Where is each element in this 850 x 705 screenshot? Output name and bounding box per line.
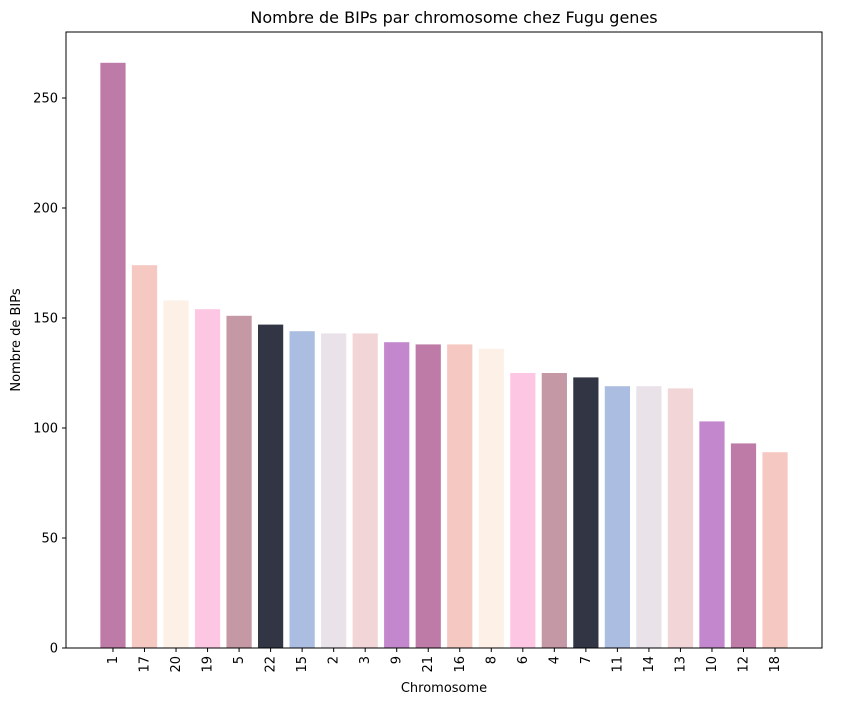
bar-chromosome-1 [100,62,126,649]
x-tick-label: 5 [232,656,247,664]
bar-chromosome-11 [604,386,631,648]
chart-title: Nombre de BIPs par chromosome chez Fugu … [250,8,657,27]
x-tick-label: 13 [673,656,688,673]
x-tick-label: 22 [264,656,279,673]
bar-chromosome-4 [541,373,567,648]
x-tick-label: 11 [610,656,625,673]
x-tick-label: 9 [390,656,405,664]
bar-chromosome-2 [321,333,347,648]
y-tick-label: 150 [33,312,58,327]
x-tick-label: 6 [516,656,531,664]
plot-frame [65,31,823,649]
x-tick-label: 3 [358,656,373,664]
x-tick-label: 16 [453,656,468,673]
y-tick-label: 50 [41,532,58,547]
x-tick-label: 12 [736,656,751,673]
bar-chromosome-6 [510,373,536,648]
bars-group [100,62,788,649]
x-tick-label: 4 [547,656,562,664]
y-tick-label: 100 [33,422,58,437]
bar-chromosome-18 [762,452,788,648]
x-tick-label: 19 [201,656,216,673]
bar-chromosome-21 [415,344,441,648]
bar-chromosome-9 [384,342,410,648]
x-tick-label: 14 [642,656,657,673]
x-tick-label: 20 [169,656,184,673]
x-tick-label: 10 [705,656,720,673]
bar-chromosome-15 [289,331,315,648]
bar-chromosome-13 [667,388,694,648]
y-tick-label: 200 [33,202,58,217]
y-tick-label: 0 [50,642,58,657]
y-axis-label: Nombre de BIPs [9,288,24,392]
y-tick-label: 250 [33,92,58,107]
x-tick-label: 2 [327,656,342,664]
bar-chromosome-17 [131,265,158,648]
x-tick-label: 17 [138,656,153,673]
x-tick-label: 18 [768,656,783,673]
y-axis-ticks: 0 50 100 150 200 250 [33,92,66,657]
x-tick-label: 8 [484,656,499,664]
bar-chromosome-5 [226,315,252,648]
bar-chromosome-16 [447,344,473,648]
x-tick-label: 21 [421,656,436,673]
x-axis-ticks: 1 17 20 19 5 22 15 2 3 9 21 16 8 6 4 7 11 14 13 10 12 18 [106,648,783,673]
bar-chromosome-19 [194,309,221,648]
bar-chromosome-12 [730,443,757,648]
x-tick-label: 7 [579,656,594,664]
bar-chromosome-10 [699,421,725,648]
bar-chromosome-22 [257,324,284,648]
bar-chromosome-8 [478,348,504,648]
bar-chromosome-7 [573,377,599,648]
bar-chromosome-14 [636,386,662,648]
x-tick-label: 15 [295,656,310,673]
bar-chromosome-3 [352,333,378,648]
bar-chromosome-20 [163,300,189,648]
x-axis-label: Chromosome [401,681,487,696]
x-tick-label: 1 [106,656,121,664]
